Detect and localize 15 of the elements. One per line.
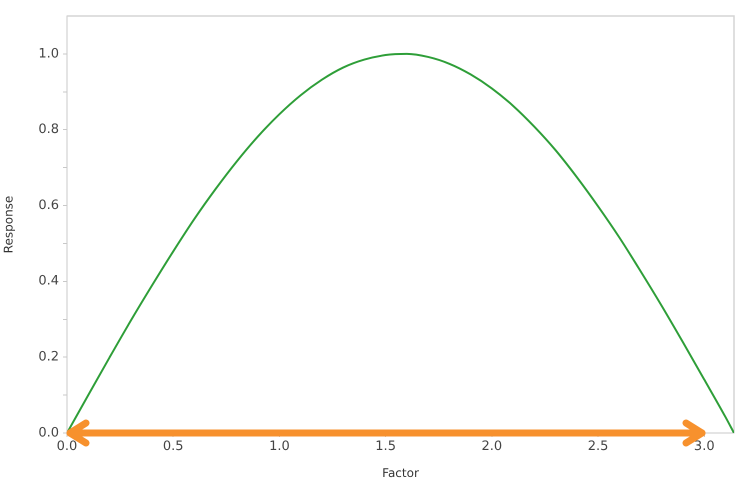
x-tick-label: 3.0 (694, 439, 715, 454)
y-axis-title: Response (1, 196, 16, 254)
y-tick-label: 0.8 (38, 122, 59, 138)
x-tick-label: 1.5 (375, 439, 396, 454)
y-tick-label: 0.2 (38, 350, 59, 365)
x-tick-label: 1.0 (269, 439, 290, 454)
y-tick-label: 0.0 (38, 425, 59, 440)
y-tick-label: 0.4 (38, 274, 59, 289)
x-axis-title: Factor (382, 466, 419, 480)
x-tick-label: 2.5 (588, 439, 608, 454)
y-tick-label: 1.0 (38, 46, 59, 62)
x-tick-label: 2.0 (481, 439, 502, 454)
x-tick-label: 0.5 (162, 439, 184, 454)
y-tick-label: 0.6 (38, 198, 59, 213)
x-tick-label: 0.0 (56, 439, 78, 454)
